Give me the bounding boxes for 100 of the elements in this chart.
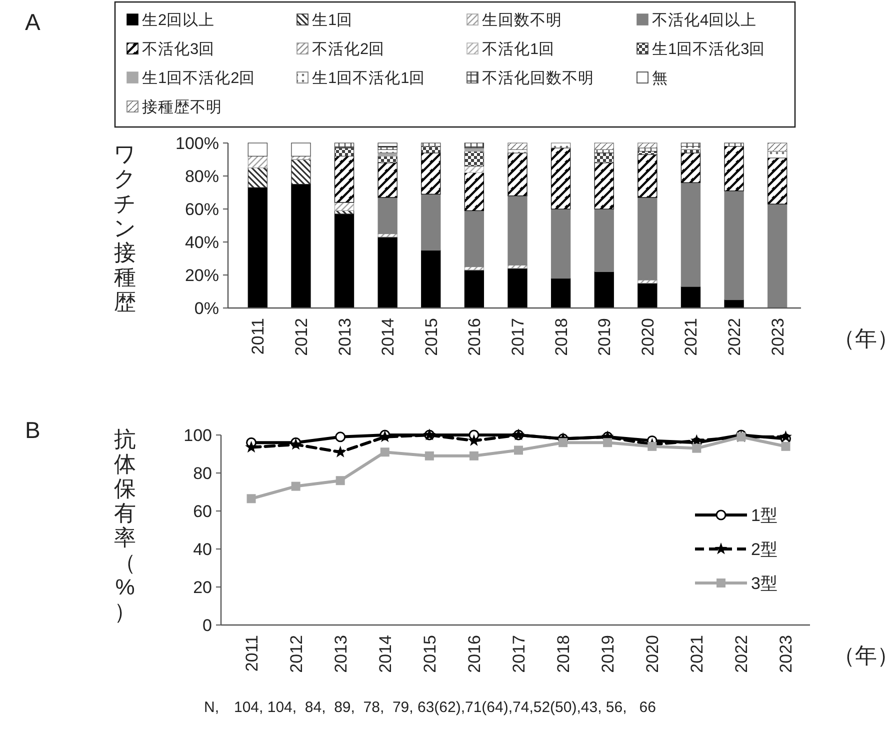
y-tick-label: 20% <box>184 266 219 285</box>
bar <box>724 142 744 147</box>
y-tick-label: 60% <box>184 200 219 219</box>
bar <box>508 268 528 308</box>
x-tick-label: 2022 <box>732 635 752 673</box>
y-tick-label: 0 <box>202 616 212 635</box>
y-tick-label: 100% <box>176 134 219 153</box>
bar <box>680 152 701 183</box>
x-tick-label: 2023 <box>768 318 788 356</box>
legend-label: 接種歴不明 <box>142 98 222 116</box>
y-tick-label: 80% <box>184 167 219 186</box>
point <box>468 434 480 446</box>
x-axis-title: （年） <box>833 643 896 668</box>
point <box>291 482 300 491</box>
bar <box>724 190 744 300</box>
x-tick-label: 2012 <box>292 318 311 356</box>
bar <box>464 210 484 268</box>
bar <box>291 156 311 160</box>
bar <box>508 152 528 196</box>
bar <box>291 159 311 185</box>
point <box>336 476 345 486</box>
legend-label: 不活化回数不明 <box>482 70 594 87</box>
x-tick-label: 2019 <box>595 318 614 356</box>
legend-label: 不活化1回 <box>482 41 555 58</box>
x-tick-label: 2020 <box>643 635 662 673</box>
y-tick-label: 0% <box>194 299 219 318</box>
x-tick-label: 2022 <box>725 318 744 356</box>
x-tick-label: 2021 <box>688 635 707 673</box>
x-tick-label: 2014 <box>376 635 395 673</box>
point <box>780 430 792 442</box>
bar <box>550 148 571 210</box>
bar <box>334 202 354 211</box>
x-tick-label: 2014 <box>378 318 398 356</box>
bar <box>508 142 528 150</box>
point <box>692 444 702 453</box>
bar <box>421 146 441 154</box>
point <box>246 494 256 504</box>
bar <box>378 156 398 164</box>
point <box>380 448 390 457</box>
point <box>781 442 790 451</box>
point <box>648 442 657 451</box>
text: A <box>25 9 41 35</box>
legend-label: 無 <box>652 70 668 87</box>
y-tick-label: 60 <box>193 502 212 521</box>
x-tick-label: 2013 <box>331 635 350 673</box>
legend-label: 不活化2回 <box>312 41 385 58</box>
x-tick-label: 2021 <box>682 318 701 356</box>
y-tick-label: 100 <box>184 426 212 445</box>
x-tick-label: 2023 <box>776 635 796 673</box>
x-tick-label: 2020 <box>638 318 658 356</box>
bar <box>464 172 484 211</box>
point <box>469 451 478 460</box>
bar <box>291 184 311 308</box>
bar <box>768 204 788 308</box>
x-axis-title: （年） <box>833 326 896 351</box>
bar <box>421 194 441 251</box>
bar <box>334 210 354 214</box>
bar <box>248 156 268 168</box>
legend-label: 3型 <box>751 574 778 593</box>
x-tick-label: 2011 <box>248 318 268 355</box>
bar <box>638 197 658 280</box>
bar <box>638 154 658 198</box>
x-tick-label: 2018 <box>554 635 574 673</box>
bar <box>334 156 354 203</box>
legend-label: 不活化4回以上 <box>652 11 757 29</box>
legend-label: 生1回不活化1回 <box>312 69 426 87</box>
bar <box>638 150 658 155</box>
bar <box>378 146 398 150</box>
bar <box>550 278 571 308</box>
x-tick-label: 2011 <box>242 635 262 672</box>
point <box>558 438 568 448</box>
bar <box>680 286 701 308</box>
point <box>424 451 434 460</box>
bar <box>638 142 658 148</box>
bar <box>638 282 658 308</box>
bar <box>464 166 484 173</box>
y-tick-label: 40% <box>184 233 219 252</box>
bar <box>594 208 614 272</box>
x-tick-label: 2012 <box>286 635 306 673</box>
bar <box>248 187 268 308</box>
bar <box>594 271 614 308</box>
bar <box>421 250 441 308</box>
bar <box>680 142 701 147</box>
x-tick-label: 2017 <box>508 318 528 356</box>
legend-label: 生1回不活化3回 <box>652 40 766 58</box>
legend-label: 生1回 <box>312 11 353 29</box>
legend-label: 2型 <box>751 540 778 559</box>
point <box>245 440 258 453</box>
legend-label: 不活化3回 <box>142 41 215 58</box>
legend-label: 生1回不活化2回 <box>142 69 256 87</box>
bar <box>378 162 398 198</box>
bar <box>378 197 398 234</box>
y-tick-label: 80 <box>193 464 212 483</box>
bar <box>680 146 701 150</box>
bar <box>378 233 398 238</box>
bar <box>248 167 268 188</box>
bar <box>248 142 268 156</box>
bar <box>464 270 484 308</box>
bar <box>594 162 614 210</box>
x-tick-label: 2018 <box>552 318 571 356</box>
